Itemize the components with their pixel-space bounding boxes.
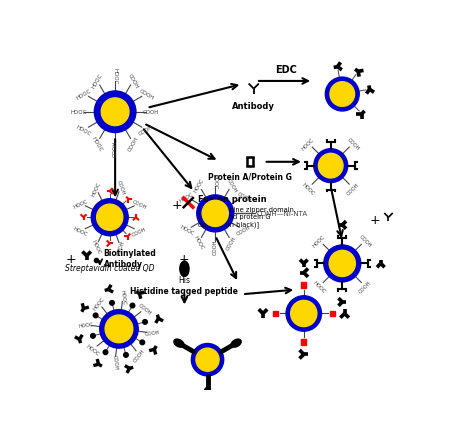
Circle shape bbox=[324, 245, 361, 282]
Circle shape bbox=[143, 320, 147, 325]
Text: CONH—Ni-NTA: CONH—Ni-NTA bbox=[257, 211, 308, 217]
Circle shape bbox=[110, 301, 114, 305]
Text: HOOC: HOOC bbox=[312, 279, 327, 294]
Text: COOH: COOH bbox=[138, 88, 155, 101]
Text: HOOC: HOOC bbox=[72, 198, 89, 210]
Text: COOH: COOH bbox=[346, 181, 360, 196]
Text: HOOC: HOOC bbox=[72, 226, 89, 237]
Text: HOOC: HOOC bbox=[71, 110, 87, 115]
Circle shape bbox=[286, 296, 321, 332]
Text: COOH: COOH bbox=[236, 224, 252, 237]
Text: COOH: COOH bbox=[131, 226, 147, 237]
Text: COOH: COOH bbox=[236, 191, 252, 203]
Circle shape bbox=[291, 301, 317, 327]
Text: COOH: COOH bbox=[131, 198, 147, 210]
Text: COOH: COOH bbox=[358, 279, 373, 294]
Circle shape bbox=[202, 201, 228, 227]
Text: HOOC: HOOC bbox=[213, 173, 218, 189]
Text: Protein A/Protein G: Protein A/Protein G bbox=[208, 173, 292, 181]
Text: COOH: COOH bbox=[226, 235, 238, 251]
Text: COOH: COOH bbox=[112, 354, 118, 370]
Text: +: + bbox=[66, 252, 77, 265]
Text: HOOC: HOOC bbox=[78, 321, 94, 328]
Circle shape bbox=[197, 195, 234, 232]
Text: COOH: COOH bbox=[116, 179, 126, 195]
Text: COOH: COOH bbox=[226, 177, 238, 193]
Circle shape bbox=[130, 304, 135, 308]
Text: COOH: COOH bbox=[137, 302, 153, 315]
Text: HOOC: HOOC bbox=[91, 135, 104, 152]
Text: COOH: COOH bbox=[213, 239, 218, 254]
Circle shape bbox=[319, 154, 343, 179]
Text: +: + bbox=[179, 252, 190, 265]
Text: HOOC: HOOC bbox=[120, 288, 126, 304]
Text: EDC: EDC bbox=[275, 64, 297, 74]
Text: Antibody: Antibody bbox=[232, 102, 275, 111]
Circle shape bbox=[105, 315, 133, 343]
Circle shape bbox=[330, 82, 355, 107]
Text: COOH: COOH bbox=[138, 124, 155, 137]
Text: +: + bbox=[171, 198, 182, 211]
Text: HOOC: HOOC bbox=[179, 191, 194, 203]
Text: Histidine tagged peptide: Histidine tagged peptide bbox=[130, 286, 238, 295]
Circle shape bbox=[101, 99, 129, 126]
Ellipse shape bbox=[174, 339, 184, 347]
Text: HOOC: HOOC bbox=[179, 224, 194, 237]
Text: Streptavidin coated QD: Streptavidin coated QD bbox=[65, 264, 154, 273]
Circle shape bbox=[97, 205, 123, 231]
Text: HOOC: HOOC bbox=[112, 68, 117, 85]
Text: +: + bbox=[369, 214, 380, 226]
Text: COOH: COOH bbox=[116, 240, 126, 256]
Circle shape bbox=[325, 78, 359, 112]
Circle shape bbox=[329, 251, 356, 277]
Text: HOOC: HOOC bbox=[193, 235, 205, 251]
Circle shape bbox=[90, 334, 95, 339]
Text: HOOC: HOOC bbox=[301, 181, 315, 196]
Text: COOH: COOH bbox=[133, 347, 146, 363]
Circle shape bbox=[191, 344, 224, 376]
Text: Biotinylated
Antibody: Biotinylated Antibody bbox=[104, 249, 156, 268]
Text: HOOC: HOOC bbox=[91, 73, 104, 89]
Text: COOH: COOH bbox=[346, 137, 360, 151]
Ellipse shape bbox=[204, 388, 211, 398]
Text: HOOC: HOOC bbox=[85, 343, 100, 356]
Circle shape bbox=[100, 310, 138, 348]
Ellipse shape bbox=[231, 339, 241, 347]
Text: HOOC: HOOC bbox=[90, 180, 102, 197]
Circle shape bbox=[94, 92, 136, 133]
Text: COOH: COOH bbox=[144, 330, 160, 336]
Text: HOOC: HOOC bbox=[76, 88, 92, 101]
Circle shape bbox=[91, 199, 128, 236]
Text: Fusion protein: Fusion protein bbox=[198, 195, 267, 204]
Text: HOOC: HOOC bbox=[90, 239, 102, 255]
Text: His: His bbox=[178, 276, 190, 284]
Text: COOH: COOH bbox=[143, 110, 159, 115]
Circle shape bbox=[140, 340, 144, 345]
Text: COOH: COOH bbox=[127, 73, 140, 89]
Circle shape bbox=[196, 348, 219, 371]
Circle shape bbox=[124, 353, 128, 357]
Circle shape bbox=[93, 313, 98, 318]
Ellipse shape bbox=[180, 261, 189, 277]
Text: [+ive Leucine zipper domain
(in red) and protein G
domain (in black)]: [+ive Leucine zipper domain (in red) and… bbox=[198, 205, 294, 227]
Circle shape bbox=[314, 149, 348, 183]
Text: HOOC: HOOC bbox=[301, 137, 315, 151]
Text: HOOC: HOOC bbox=[312, 234, 327, 248]
Text: COOH: COOH bbox=[358, 234, 373, 248]
Text: COOH: COOH bbox=[112, 141, 117, 157]
Text: HOOC: HOOC bbox=[92, 296, 105, 311]
Text: HOOC: HOOC bbox=[76, 124, 92, 137]
Circle shape bbox=[103, 350, 108, 355]
Text: COOH: COOH bbox=[127, 135, 140, 152]
Text: HOOC: HOOC bbox=[193, 177, 205, 193]
